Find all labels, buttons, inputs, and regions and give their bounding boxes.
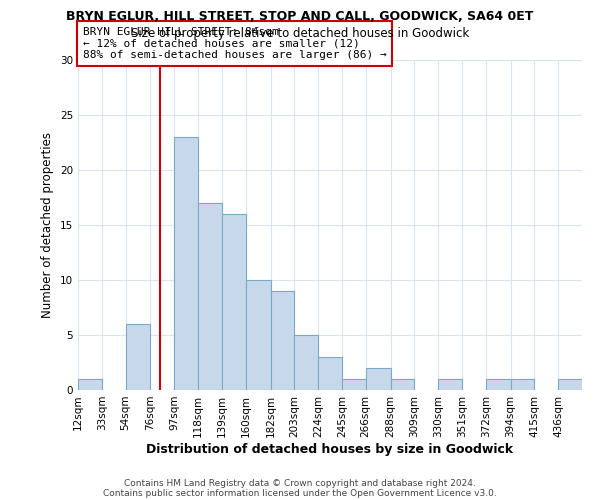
Bar <box>365 368 391 390</box>
Bar <box>78 379 102 390</box>
Text: Contains public sector information licensed under the Open Government Licence v3: Contains public sector information licen… <box>103 488 497 498</box>
Bar <box>438 379 462 390</box>
Y-axis label: Number of detached properties: Number of detached properties <box>41 132 55 318</box>
Bar <box>295 335 318 390</box>
Bar <box>174 137 198 390</box>
Text: Contains HM Land Registry data © Crown copyright and database right 2024.: Contains HM Land Registry data © Crown c… <box>124 478 476 488</box>
Bar <box>391 379 415 390</box>
Text: BRYN EGLUR HILL STREET: 84sqm
← 12% of detached houses are smaller (12)
88% of s: BRYN EGLUR HILL STREET: 84sqm ← 12% of d… <box>83 27 387 60</box>
Bar <box>318 357 342 390</box>
Bar <box>125 324 151 390</box>
Bar <box>342 379 365 390</box>
Bar <box>198 203 222 390</box>
X-axis label: Distribution of detached houses by size in Goodwick: Distribution of detached houses by size … <box>146 442 514 456</box>
Bar <box>486 379 511 390</box>
Bar <box>222 214 245 390</box>
Text: BRYN EGLUR, HILL STREET, STOP AND CALL, GOODWICK, SA64 0ET: BRYN EGLUR, HILL STREET, STOP AND CALL, … <box>67 10 533 23</box>
Bar <box>558 379 582 390</box>
Bar <box>271 291 295 390</box>
Bar <box>511 379 535 390</box>
Bar <box>245 280 271 390</box>
Text: Size of property relative to detached houses in Goodwick: Size of property relative to detached ho… <box>131 28 469 40</box>
